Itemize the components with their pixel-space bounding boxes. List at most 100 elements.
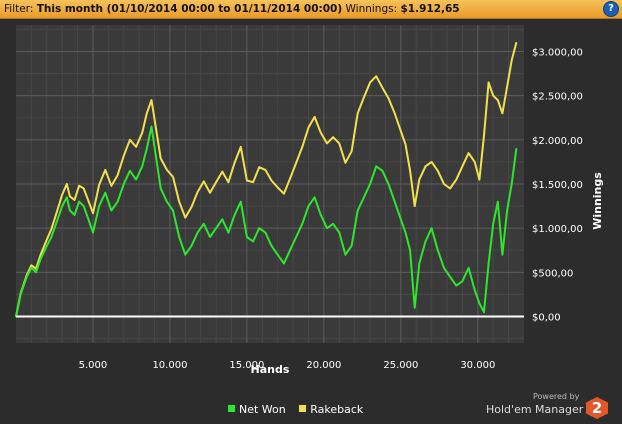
- y-tick-label: $1.000,00: [532, 224, 583, 235]
- data-point-net-won: [387, 183, 390, 185]
- data-point-net-won: [497, 200, 499, 203]
- data-point-rakeback: [461, 165, 464, 168]
- y-tick-label: $1.500,00: [532, 180, 583, 191]
- data-point-rakeback: [404, 143, 407, 146]
- data-point-rakeback: [478, 178, 481, 181]
- data-point-rakeback: [467, 152, 470, 154]
- winnings-chart: 5.000 10.000 15.000 20.000 25.000 30.000 $0,0…: [15, 25, 604, 376]
- powered-by-label: Powered by: [533, 392, 580, 401]
- data-point-rakeback: [356, 112, 359, 115]
- x-tick-labels: 5.000 10.000 15.000 20.000 25.000 30.000: [79, 360, 496, 371]
- data-point-net-won: [26, 276, 28, 278]
- data-point-rakeback: [46, 238, 48, 241]
- data-point-rakeback: [172, 176, 174, 178]
- data-point-rakeback: [393, 112, 396, 115]
- data-point-net-won: [393, 200, 396, 203]
- filter-date-range[interactable]: This month (01/10/2014 00:00 to 01/11/20…: [36, 3, 343, 15]
- data-point-rakeback: [338, 142, 341, 145]
- data-point-net-won: [166, 200, 168, 203]
- data-point-rakeback: [289, 177, 291, 180]
- legend-item-net-won[interactable]: Net Won: [228, 403, 286, 416]
- data-point-rakeback: [227, 181, 230, 183]
- data-point-net-won: [209, 236, 211, 238]
- legend-label-rakeback: Rakeback: [310, 403, 364, 416]
- data-point-rakeback: [92, 212, 94, 214]
- data-point-net-won: [30, 267, 33, 269]
- data-point-net-won: [506, 209, 508, 212]
- data-point-rakeback: [449, 187, 451, 190]
- data-point-net-won: [150, 125, 153, 128]
- data-point-net-won: [178, 236, 180, 238]
- data-point-rakeback: [492, 94, 495, 97]
- data-point-net-won: [449, 276, 451, 278]
- data-point-rakeback: [82, 187, 85, 190]
- y-tick-label: $2.500,00: [532, 92, 583, 103]
- series-lines: [15, 41, 518, 318]
- data-point-rakeback: [413, 205, 416, 207]
- data-point-rakeback: [190, 206, 193, 208]
- help-icon[interactable]: ?: [604, 2, 618, 16]
- data-point-rakeback: [332, 136, 334, 138]
- data-point-rakeback: [301, 146, 304, 148]
- data-point-rakeback: [233, 162, 236, 164]
- data-point-net-won: [215, 227, 217, 229]
- data-point-rakeback: [387, 97, 390, 100]
- data-point-rakeback: [159, 157, 162, 160]
- data-point-net-won: [473, 289, 476, 291]
- data-point-net-won: [56, 218, 59, 221]
- filter-bar: Filter: This month (01/10/2014 00:00 to …: [0, 0, 622, 19]
- data-point-net-won: [264, 231, 267, 234]
- y-tick-label: $500,00: [532, 268, 573, 279]
- data-point-net-won: [455, 284, 458, 287]
- data-point-net-won: [338, 231, 341, 234]
- data-point-rakeback: [409, 170, 411, 172]
- data-point-net-won: [78, 200, 80, 203]
- data-point-net-won: [483, 311, 485, 313]
- data-point-rakeback: [69, 195, 71, 198]
- y-axis-label: Winnings: [591, 172, 604, 230]
- data-point-rakeback: [166, 169, 168, 171]
- legend-swatch-net-won: [228, 405, 235, 412]
- data-point-net-won: [461, 280, 464, 283]
- data-point-rakeback: [258, 166, 261, 168]
- legend-item-rakeback[interactable]: Rakeback: [299, 403, 363, 416]
- data-point-net-won: [332, 223, 334, 225]
- data-point-net-won: [73, 214, 76, 216]
- data-point-net-won: [69, 209, 71, 212]
- data-point-rakeback: [381, 86, 384, 89]
- data-point-net-won: [19, 293, 22, 296]
- data-point-rakeback: [326, 142, 328, 145]
- data-point-net-won: [135, 178, 137, 181]
- data-point-rakeback: [184, 216, 187, 219]
- data-point-rakeback: [497, 99, 499, 101]
- data-point-net-won: [184, 253, 187, 256]
- data-point-rakeback: [375, 75, 378, 77]
- data-point-rakeback: [437, 170, 439, 172]
- data-point-rakeback: [455, 178, 458, 181]
- legend-swatch-rakeback: [299, 405, 307, 412]
- data-point-rakeback: [30, 264, 33, 267]
- data-point-rakeback: [98, 184, 100, 186]
- data-point-net-won: [356, 209, 359, 212]
- series-line-rakeback: [15, 42, 518, 317]
- data-point-net-won: [146, 147, 148, 150]
- data-point-net-won: [301, 223, 304, 225]
- x-tick-label: 15.000: [229, 360, 264, 371]
- data-point-rakeback: [350, 150, 353, 153]
- x-tick-label: 25.000: [383, 360, 418, 371]
- data-point-net-won: [240, 200, 242, 203]
- data-point-rakeback: [443, 183, 445, 185]
- data-point-net-won: [510, 183, 513, 185]
- winnings-label: Winnings:: [345, 3, 398, 15]
- data-point-net-won: [363, 196, 365, 199]
- data-point-net-won: [307, 205, 310, 207]
- data-point-net-won: [424, 240, 427, 243]
- data-point-net-won: [104, 192, 107, 194]
- data-point-net-won: [289, 249, 291, 252]
- data-point-net-won: [159, 187, 162, 190]
- data-point-net-won: [400, 218, 402, 221]
- data-point-net-won: [141, 165, 143, 168]
- data-point-rakeback: [87, 200, 90, 202]
- data-point-net-won: [92, 231, 94, 234]
- data-point-net-won: [375, 165, 378, 168]
